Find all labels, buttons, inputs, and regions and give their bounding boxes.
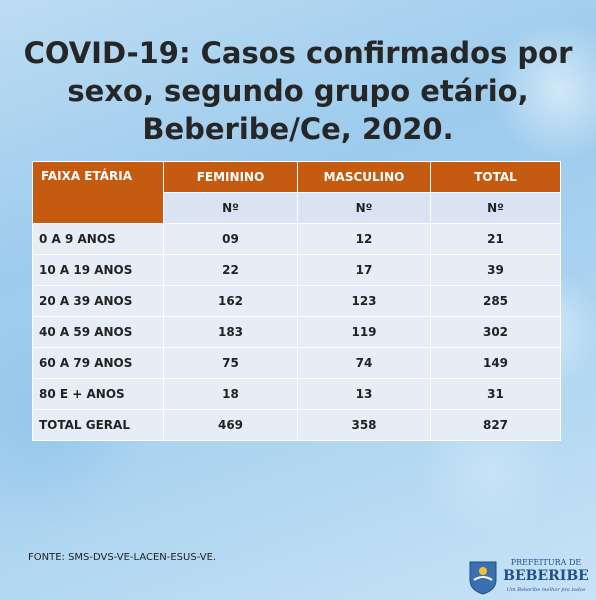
cell-value: 162 xyxy=(163,285,298,317)
logo-wave xyxy=(473,576,493,581)
table-body: 0 A 9 ANOS 09 12 21 10 A 19 ANOS 22 17 39 20 A 3… xyxy=(32,223,561,441)
row-label: 60 A 79 ANOS xyxy=(32,347,164,379)
cell-value: 358 xyxy=(297,409,431,441)
column-header: FAIXA ETÁRIA xyxy=(32,161,164,224)
row-label: 20 A 39 ANOS xyxy=(32,285,164,317)
cell-value: 09 xyxy=(163,223,298,255)
cell-value: 123 xyxy=(297,285,431,317)
subheader: Nº xyxy=(430,192,561,224)
header-row: FAIXA ETÁRIA FEMININO MASCULINO TOTAL xyxy=(32,161,561,224)
cell-value: 22 xyxy=(163,254,298,286)
subheader-row: Nº Nº Nº xyxy=(33,192,561,224)
column-header: TOTAL xyxy=(430,161,561,193)
row-label: 10 A 19 ANOS xyxy=(32,254,164,286)
cell-value: 183 xyxy=(163,316,298,348)
cell-value: 13 xyxy=(297,378,431,410)
data-table: FAIXA ETÁRIA FEMININO MASCULINO TOTAL Nº… xyxy=(32,161,561,441)
row-label: TOTAL GERAL xyxy=(32,409,164,441)
cell-value: 74 xyxy=(297,347,431,379)
column-header: MASCULINO xyxy=(297,161,431,193)
logo-line2: BEBERIBE xyxy=(503,568,589,584)
cell-value: 31 xyxy=(430,378,561,410)
cell-value: 302 xyxy=(430,316,561,348)
source-note: FONTE: SMS-DVS-VE-LACEN-ESUS-VE. xyxy=(28,552,217,563)
row-label: 80 E + ANOS xyxy=(32,378,164,410)
table-row: 60 A 79 ANOS 75 74 149 xyxy=(32,347,561,379)
table-row: 20 A 39 ANOS 162 123 285 xyxy=(32,285,561,317)
logo-line1: PREFEITURA DE xyxy=(511,558,582,567)
row-label: 0 A 9 ANOS xyxy=(32,223,164,255)
cell-value: 75 xyxy=(163,347,298,379)
table-row: 0 A 9 ANOS 09 12 21 xyxy=(32,223,561,255)
logo: PREFEITURA DE BEBERIBE Um Beberibe melho… xyxy=(469,558,589,595)
cell-value: 119 xyxy=(297,316,431,348)
cell-value: 18 xyxy=(163,378,298,410)
cell-value: 285 xyxy=(430,285,561,317)
row-label: 40 A 59 ANOS xyxy=(32,316,164,348)
logo-sun xyxy=(479,567,487,575)
table-row: TOTAL GERAL 469 358 827 xyxy=(32,409,561,441)
logo-slogan: Um Beberibe melhor pra todos xyxy=(507,587,586,593)
cell-value: 12 xyxy=(297,223,431,255)
column-header: FEMININO xyxy=(163,161,298,193)
cell-value: 21 xyxy=(430,223,561,255)
cell-value: 469 xyxy=(163,409,298,441)
title: COVID-19: Casos confirmados por sexo, se… xyxy=(23,36,573,146)
table-head: FAIXA ETÁRIA FEMININO MASCULINO TOTAL Nº… xyxy=(32,161,561,224)
subheader: Nº xyxy=(163,192,298,224)
subheader: Nº xyxy=(297,192,431,224)
cell-value: 827 xyxy=(430,409,561,441)
table-row: 80 E + ANOS 18 13 31 xyxy=(32,378,561,410)
table-row: 40 A 59 ANOS 183 119 302 xyxy=(32,316,561,348)
cell-value: 39 xyxy=(430,254,561,286)
cell-value: 149 xyxy=(430,347,561,379)
cell-value: 17 xyxy=(297,254,431,286)
table-row: 10 A 19 ANOS 22 17 39 xyxy=(32,254,561,286)
